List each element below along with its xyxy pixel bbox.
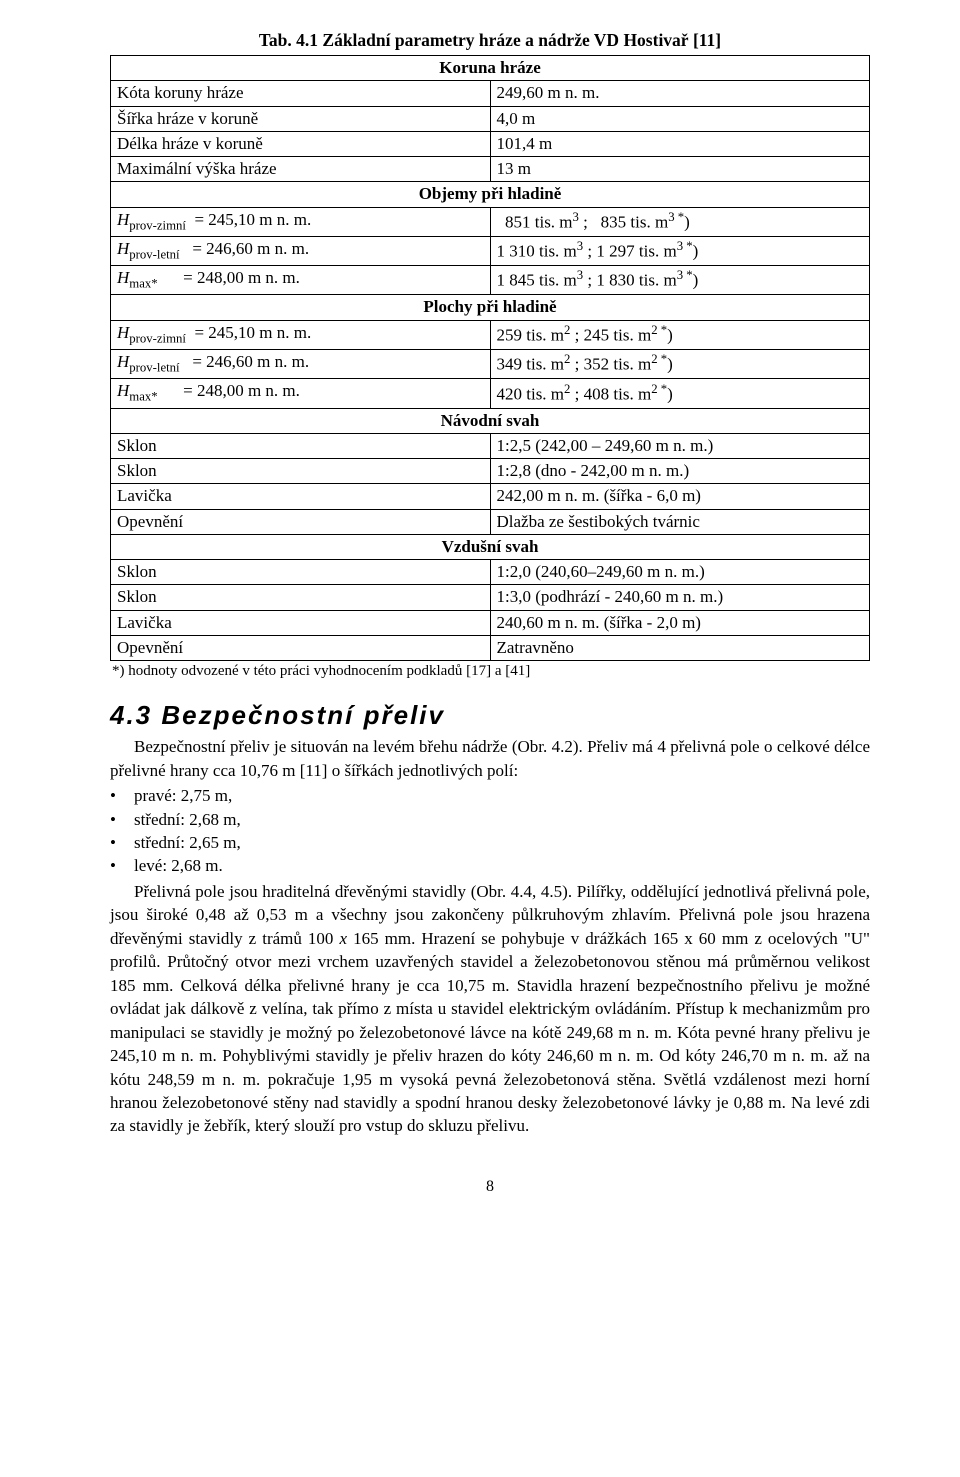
cell-value: 101,4 m <box>490 131 870 156</box>
field-widths-list: pravé: 2,75 m, střední: 2,68 m, střední:… <box>110 784 870 878</box>
cell-value: 851 tis. m3 ; 835 tis. m3 *) <box>490 207 870 236</box>
table-row: Sklon1:2,0 (240,60–249,60 m n. m.) <box>111 560 870 585</box>
cell-value: 1:2,8 (dno - 242,00 m n. m.) <box>490 459 870 484</box>
cell-label: Šířka hráze v koruně <box>111 106 491 131</box>
table-row: Hprov-letní = 246,60 m n. m.1 310 tis. m… <box>111 236 870 265</box>
section-plochy: Plochy při hladině <box>111 295 870 320</box>
cell-value: 249,60 m n. m. <box>490 81 870 106</box>
table-row: Hprov-letní = 246,60 m n. m.349 tis. m2 … <box>111 350 870 379</box>
list-item: střední: 2,68 m, <box>110 808 870 831</box>
cell-label: Lavička <box>111 610 491 635</box>
cell-value: 240,60 m n. m. (šířka - 2,0 m) <box>490 610 870 635</box>
cell-label: Sklon <box>111 459 491 484</box>
cell-label: Kóta koruny hráze <box>111 81 491 106</box>
cell-value: Dlažba ze šestibokých tvárnic <box>490 509 870 534</box>
cell-value: 259 tis. m2 ; 245 tis. m2 *) <box>490 320 870 349</box>
cell-label: Opevnění <box>111 635 491 660</box>
table-row: Kóta koruny hráze249,60 m n. m. <box>111 81 870 106</box>
table-row: Maximální výška hráze13 m <box>111 157 870 182</box>
section-objemy: Objemy při hladině <box>111 182 870 207</box>
table-row: Délka hráze v koruně101,4 m <box>111 131 870 156</box>
table-row: Lavička240,60 m n. m. (šířka - 2,0 m) <box>111 610 870 635</box>
list-item-text: střední: 2,65 m, <box>134 833 241 852</box>
table-row: Hmax* = 248,00 m n. m.1 845 tis. m3 ; 1 … <box>111 266 870 295</box>
table-title: Tab. 4.1 Základní parametry hráze a nádr… <box>110 30 870 51</box>
list-item-text: levé: 2,68 m. <box>134 856 223 875</box>
paragraph-intro: Bezpečnostní přeliv je situován na levém… <box>110 735 870 782</box>
table-row: OpevněníDlažba ze šestibokých tvárnic <box>111 509 870 534</box>
table-row: Hmax* = 248,00 m n. m.420 tis. m2 ; 408 … <box>111 379 870 408</box>
table-row: Lavička242,00 m n. m. (šířka - 6,0 m) <box>111 484 870 509</box>
list-item: pravé: 2,75 m, <box>110 784 870 807</box>
section-koruna: Koruna hráze <box>111 56 870 81</box>
table-row: Sklon1:2,8 (dno - 242,00 m n. m.) <box>111 459 870 484</box>
cell-value: 1 845 tis. m3 ; 1 830 tis. m3 *) <box>490 266 870 295</box>
table-row: OpevněníZatravněno <box>111 635 870 660</box>
cell-label: Hprov-zimní = 245,10 m n. m. <box>111 207 491 236</box>
parameters-table: Koruna hráze Kóta koruny hráze249,60 m n… <box>110 55 870 661</box>
list-item-text: pravé: 2,75 m, <box>134 786 232 805</box>
table-footnote: *) hodnoty odvozené v této práci vyhodno… <box>112 663 870 680</box>
cell-label: Hprov-zimní = 245,10 m n. m. <box>111 320 491 349</box>
section-heading: 4.3 Bezpečnostní přeliv <box>110 700 870 731</box>
cell-label: Lavička <box>111 484 491 509</box>
cell-label: Opevnění <box>111 509 491 534</box>
cell-value: 1:3,0 (podhrází - 240,60 m n. m.) <box>490 585 870 610</box>
cell-label: Hmax* = 248,00 m n. m. <box>111 379 491 408</box>
table-row: Šířka hráze v koruně4,0 m <box>111 106 870 131</box>
cell-value: 1:2,5 (242,00 – 249,60 m n. m.) <box>490 433 870 458</box>
page-number: 8 <box>110 1178 870 1196</box>
cell-label: Hprov-letní = 246,60 m n. m. <box>111 350 491 379</box>
table-row: Sklon1:2,5 (242,00 – 249,60 m n. m.) <box>111 433 870 458</box>
section-navodni: Návodní svah <box>111 408 870 433</box>
cell-value: 242,00 m n. m. (šířka - 6,0 m) <box>490 484 870 509</box>
list-item: levé: 2,68 m. <box>110 854 870 877</box>
cell-label: Sklon <box>111 560 491 585</box>
cell-value: 1:2,0 (240,60–249,60 m n. m.) <box>490 560 870 585</box>
cell-value: 4,0 m <box>490 106 870 131</box>
table-row: Hprov-zimní = 245,10 m n. m.259 tis. m2 … <box>111 320 870 349</box>
cell-value: 13 m <box>490 157 870 182</box>
cell-label: Hprov-letní = 246,60 m n. m. <box>111 236 491 265</box>
paragraph-main: Přelivná pole jsou hraditelná dřevěnými … <box>110 880 870 1138</box>
cell-label: Maximální výška hráze <box>111 157 491 182</box>
table-row: Hprov-zimní = 245,10 m n. m. 851 tis. m3… <box>111 207 870 236</box>
cell-value: Zatravněno <box>490 635 870 660</box>
table-row: Sklon1:3,0 (podhrází - 240,60 m n. m.) <box>111 585 870 610</box>
list-item: střední: 2,65 m, <box>110 831 870 854</box>
cell-value: 420 tis. m2 ; 408 tis. m2 *) <box>490 379 870 408</box>
cell-value: 349 tis. m2 ; 352 tis. m2 *) <box>490 350 870 379</box>
list-item-text: střední: 2,68 m, <box>134 810 241 829</box>
cell-label: Sklon <box>111 433 491 458</box>
cell-label: Délka hráze v koruně <box>111 131 491 156</box>
cell-value: 1 310 tis. m3 ; 1 297 tis. m3 *) <box>490 236 870 265</box>
cell-label: Sklon <box>111 585 491 610</box>
section-vzdusni: Vzdušní svah <box>111 534 870 559</box>
cell-label: Hmax* = 248,00 m n. m. <box>111 266 491 295</box>
